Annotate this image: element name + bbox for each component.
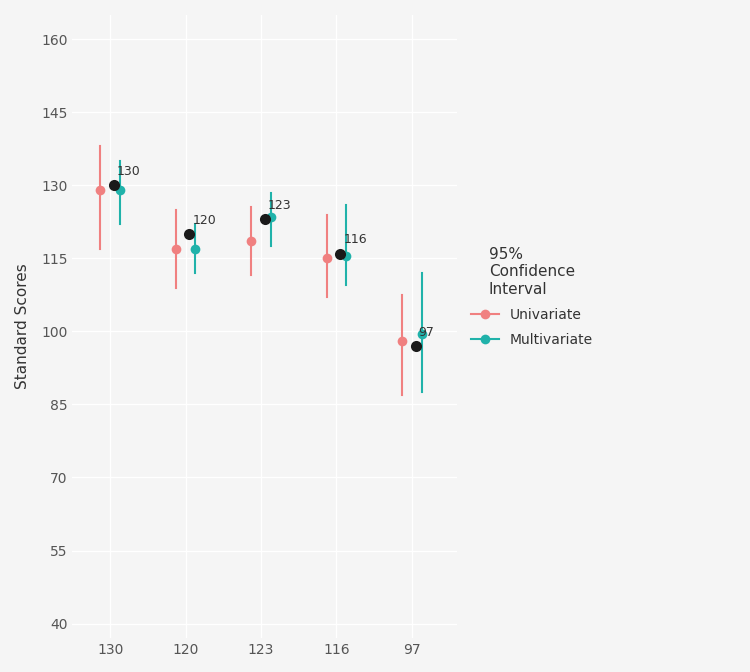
Text: 116: 116 — [344, 233, 367, 246]
Legend: Univariate, Multivariate: Univariate, Multivariate — [464, 240, 600, 354]
Text: 120: 120 — [193, 214, 216, 226]
Text: 130: 130 — [117, 165, 141, 178]
Y-axis label: Standard Scores: Standard Scores — [15, 263, 30, 390]
Text: 97: 97 — [419, 326, 434, 339]
Text: 123: 123 — [268, 199, 292, 212]
